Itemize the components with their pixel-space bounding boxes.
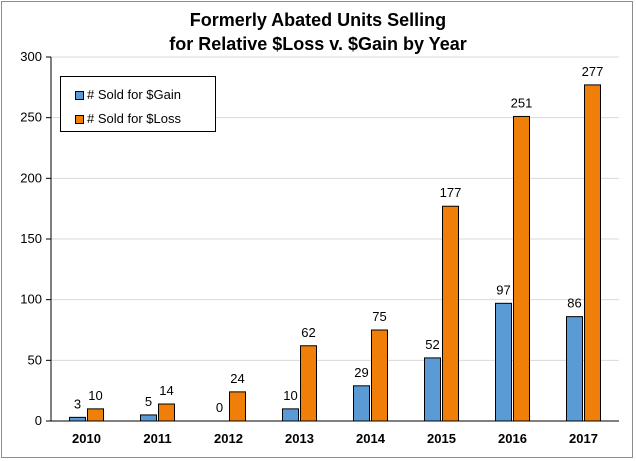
data-label-gain: 52 <box>425 337 439 352</box>
y-tick-label: 0 <box>35 413 42 428</box>
x-tick-label: 2015 <box>427 431 456 446</box>
y-tick-label: 150 <box>20 231 42 246</box>
chart-title-line-1: Formerly Abated Units Selling <box>189 10 447 30</box>
bar-gain <box>353 385 370 422</box>
chart-title-line-2: for Relative $Loss v. $Gain by Year <box>169 34 467 54</box>
y-tick-label: 200 <box>20 170 42 185</box>
data-label-gain: 3 <box>74 396 81 411</box>
bar-loss <box>300 345 317 422</box>
x-tick-label: 2010 <box>72 431 101 446</box>
data-label-loss: 75 <box>372 309 386 324</box>
legend-item-loss: # Sold for $Loss <box>75 111 181 127</box>
x-tick-label: 2016 <box>498 431 527 446</box>
x-tick-label: 2017 <box>569 431 598 446</box>
data-label-loss: 24 <box>230 371 244 386</box>
chart-title: Formerly Abated Units Selling for Relati… <box>0 8 636 56</box>
legend-label-gain: # Sold for $Gain <box>87 87 181 102</box>
legend-swatch-gain <box>75 91 84 100</box>
x-tick-label: 2011 <box>143 431 171 446</box>
bar-gain <box>140 414 157 422</box>
y-tick-label: 100 <box>20 292 42 307</box>
data-label-loss: 62 <box>301 325 315 340</box>
y-tick-label: 50 <box>28 352 42 367</box>
data-label-loss: 177 <box>440 185 462 200</box>
bar-gain <box>566 316 583 422</box>
bar-loss <box>158 403 175 422</box>
x-tick-label: 2014 <box>356 431 386 446</box>
bar-gain <box>495 302 512 422</box>
bar-loss <box>513 115 530 422</box>
bar-loss <box>87 408 104 422</box>
bar-gain <box>282 408 299 422</box>
y-tick-label: 300 <box>20 49 42 64</box>
bar-gain <box>69 416 86 422</box>
legend-item-gain: # Sold for $Gain <box>75 87 181 103</box>
bar-gain <box>424 357 441 422</box>
x-tick-label: 2012 <box>214 431 243 446</box>
data-label-loss: 251 <box>511 95 533 110</box>
y-tick-label: 250 <box>20 110 42 125</box>
data-label-loss: 277 <box>582 64 604 79</box>
data-label-gain: 29 <box>354 365 368 380</box>
data-label-loss: 14 <box>159 383 173 398</box>
legend: # Sold for $Gain # Sold for $Loss <box>60 76 216 132</box>
data-label-gain: 86 <box>567 296 581 311</box>
legend-label-loss: # Sold for $Loss <box>87 111 181 126</box>
legend-swatch-loss <box>75 115 84 124</box>
data-label-gain: 10 <box>283 388 297 403</box>
data-label-gain: 0 <box>216 400 223 415</box>
data-label-gain: 5 <box>145 394 152 409</box>
bar-loss <box>229 391 246 422</box>
bar-loss <box>371 329 388 422</box>
data-label-loss: 10 <box>88 388 102 403</box>
x-tick-label: 2013 <box>285 431 314 446</box>
bar-loss <box>584 84 601 422</box>
bar-loss <box>442 205 459 422</box>
data-label-gain: 97 <box>496 282 510 297</box>
